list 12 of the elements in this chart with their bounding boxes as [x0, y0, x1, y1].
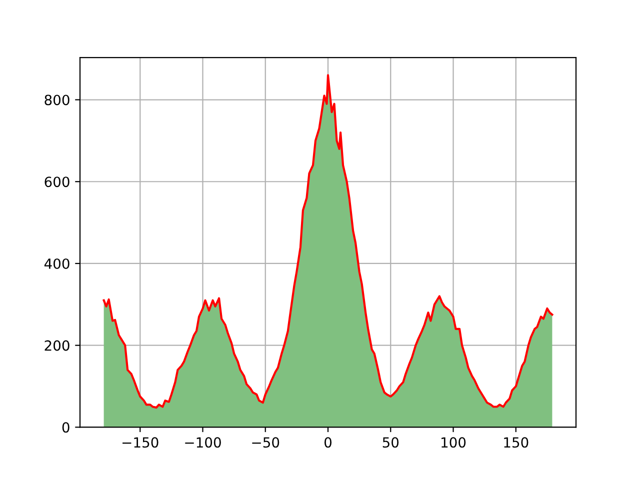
x-tick-label: −100 — [185, 437, 221, 448]
y-tick-label: 200 — [44, 340, 70, 351]
x-tick-label: −150 — [122, 437, 158, 448]
x-tick-label: 100 — [442, 437, 466, 448]
y-tick-label: 400 — [44, 258, 70, 269]
x-tick-label: 150 — [504, 437, 528, 448]
y-tick-label: 800 — [44, 94, 70, 106]
x-tick-label: −50 — [252, 437, 280, 448]
y-tick-label: 0 — [62, 422, 70, 433]
y-tick-label: 600 — [44, 176, 70, 188]
x-tick-label: 0 — [324, 437, 332, 448]
x-tick-label: 50 — [382, 437, 399, 448]
